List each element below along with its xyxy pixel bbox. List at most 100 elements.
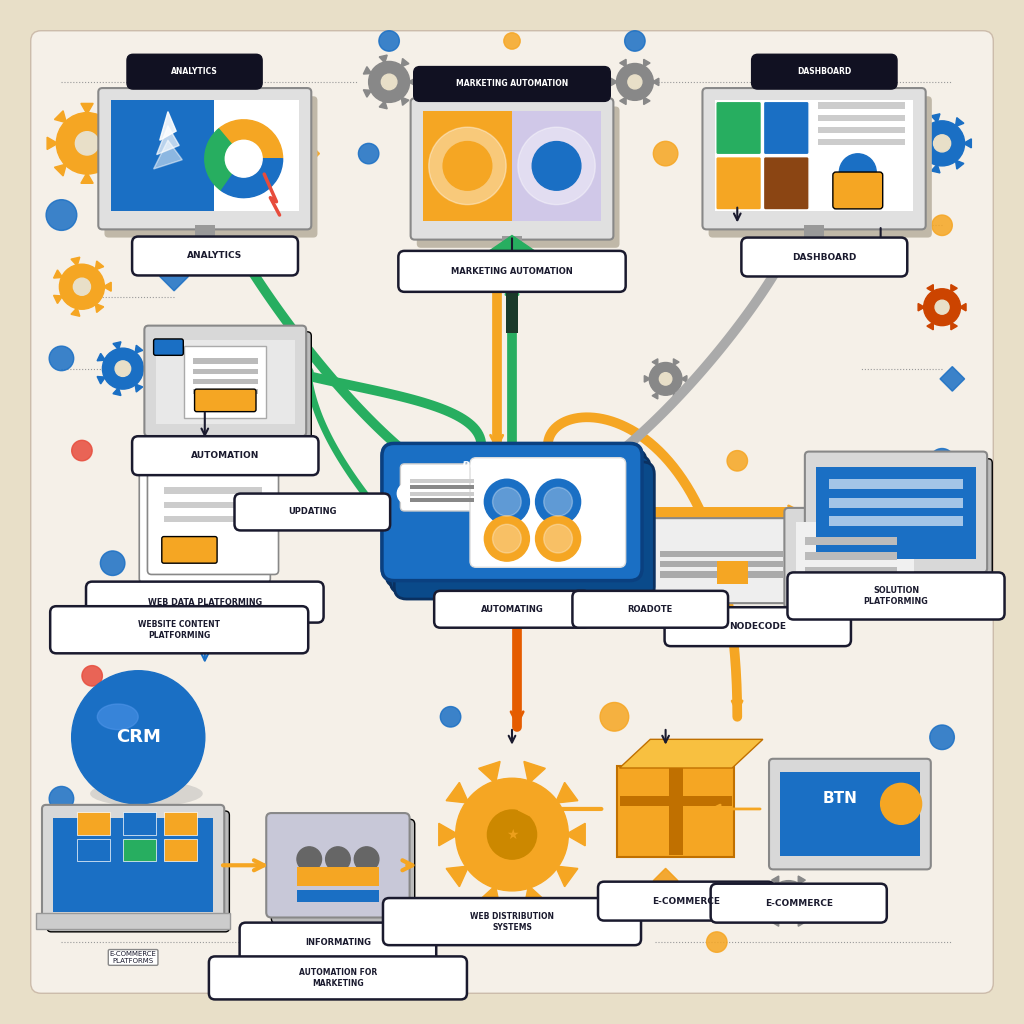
Text: MARKETING AUTOMATION: MARKETING AUTOMATION: [456, 80, 568, 88]
Circle shape: [484, 479, 529, 524]
FancyBboxPatch shape: [195, 389, 256, 412]
FancyBboxPatch shape: [31, 31, 993, 993]
FancyBboxPatch shape: [805, 452, 987, 572]
Polygon shape: [913, 152, 923, 160]
Polygon shape: [135, 825, 141, 834]
Bar: [193, 358, 258, 364]
Polygon shape: [931, 164, 940, 173]
Polygon shape: [160, 112, 176, 140]
Bar: [805, 552, 897, 560]
FancyBboxPatch shape: [400, 464, 485, 511]
Circle shape: [429, 127, 506, 205]
Circle shape: [49, 346, 74, 371]
Polygon shape: [951, 285, 957, 292]
FancyBboxPatch shape: [98, 88, 311, 229]
Polygon shape: [113, 342, 121, 349]
Circle shape: [707, 932, 727, 952]
Polygon shape: [71, 257, 80, 266]
Polygon shape: [478, 886, 500, 907]
Bar: [77, 839, 110, 861]
FancyBboxPatch shape: [752, 54, 897, 89]
Text: DASHBOARD: DASHBOARD: [793, 253, 856, 261]
Bar: [156, 510, 254, 516]
Bar: [111, 100, 214, 211]
Circle shape: [544, 487, 572, 516]
FancyBboxPatch shape: [162, 537, 217, 563]
Polygon shape: [674, 358, 679, 366]
Bar: [620, 796, 732, 806]
Bar: [156, 496, 254, 502]
Circle shape: [493, 524, 521, 553]
Circle shape: [440, 707, 461, 727]
Polygon shape: [97, 377, 105, 384]
Circle shape: [102, 348, 143, 389]
Polygon shape: [103, 283, 112, 291]
Bar: [483, 250, 541, 258]
Polygon shape: [652, 78, 658, 86]
Circle shape: [46, 200, 77, 230]
Polygon shape: [808, 897, 815, 905]
Circle shape: [600, 702, 629, 731]
Circle shape: [379, 31, 399, 51]
Circle shape: [72, 671, 205, 804]
Text: WEB DISTRIBUTION
SYSTEMS: WEB DISTRIBUTION SYSTEMS: [470, 911, 554, 932]
Text: E-COMMERCE
PLATFORMS: E-COMMERCE PLATFORMS: [110, 951, 157, 964]
Polygon shape: [446, 782, 469, 803]
FancyBboxPatch shape: [787, 572, 1005, 620]
Circle shape: [536, 479, 581, 524]
Bar: [829, 516, 963, 526]
Bar: [410, 492, 474, 496]
Text: ROADOTE: ROADOTE: [628, 605, 673, 613]
Bar: [796, 522, 914, 596]
Bar: [804, 225, 824, 244]
Polygon shape: [108, 111, 120, 123]
Circle shape: [935, 300, 949, 314]
Polygon shape: [81, 103, 93, 115]
Text: ROI CALCULATOR: ROI CALCULATOR: [462, 461, 562, 475]
Polygon shape: [142, 365, 150, 373]
Polygon shape: [674, 392, 679, 399]
Circle shape: [553, 82, 573, 102]
Polygon shape: [295, 141, 319, 166]
Polygon shape: [108, 164, 120, 176]
Circle shape: [628, 75, 642, 89]
Circle shape: [934, 135, 950, 152]
Circle shape: [536, 516, 581, 561]
Bar: [715, 100, 913, 211]
Circle shape: [881, 783, 922, 824]
Polygon shape: [799, 918, 805, 927]
Polygon shape: [154, 140, 182, 169]
Polygon shape: [121, 623, 145, 647]
Bar: [816, 467, 976, 559]
Polygon shape: [129, 808, 135, 816]
Text: BTN: BTN: [822, 792, 857, 806]
Polygon shape: [913, 127, 923, 135]
Polygon shape: [95, 261, 103, 270]
Polygon shape: [931, 114, 940, 123]
Polygon shape: [379, 55, 387, 62]
Bar: [123, 812, 156, 835]
Polygon shape: [109, 847, 116, 854]
Circle shape: [518, 127, 595, 205]
Circle shape: [532, 141, 581, 190]
Polygon shape: [620, 97, 626, 104]
Circle shape: [100, 551, 125, 575]
Circle shape: [504, 33, 520, 49]
Bar: [805, 567, 897, 575]
Polygon shape: [54, 164, 67, 176]
Text: AUTOMATING: AUTOMATING: [480, 605, 544, 613]
Circle shape: [544, 524, 572, 553]
Polygon shape: [94, 816, 102, 822]
Bar: [36, 913, 230, 929]
FancyBboxPatch shape: [598, 882, 774, 921]
Bar: [506, 249, 518, 333]
FancyBboxPatch shape: [572, 591, 728, 628]
Polygon shape: [555, 782, 578, 803]
Polygon shape: [681, 376, 687, 382]
FancyBboxPatch shape: [833, 172, 883, 209]
Circle shape: [225, 140, 262, 177]
Polygon shape: [97, 353, 105, 360]
Circle shape: [297, 847, 322, 871]
FancyBboxPatch shape: [271, 819, 415, 924]
FancyBboxPatch shape: [382, 443, 642, 581]
